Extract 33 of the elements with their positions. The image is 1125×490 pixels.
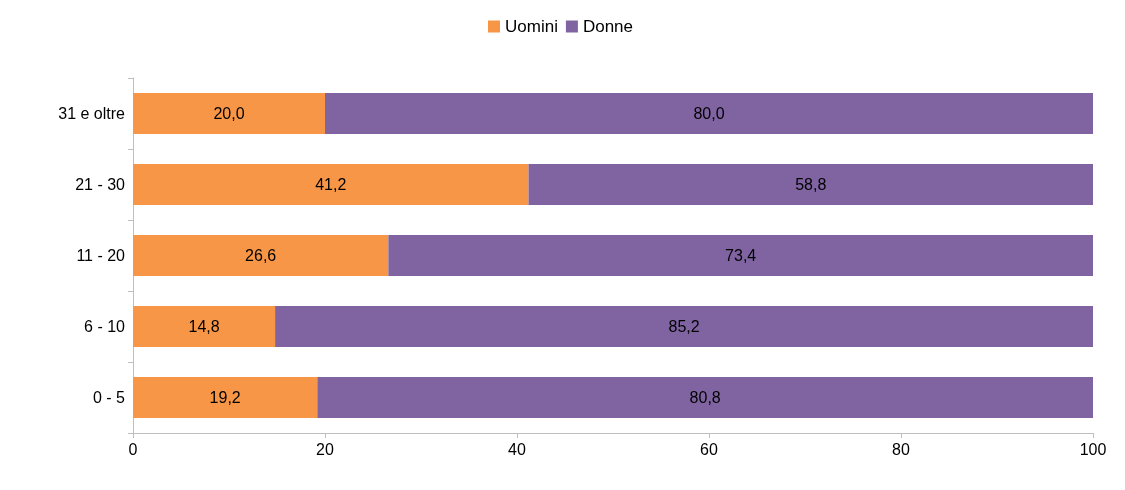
data-label: 26,6 — [245, 247, 277, 264]
data-label: 20,0 — [213, 105, 245, 122]
data-label: 85,2 — [668, 318, 700, 335]
data-label: 80,0 — [693, 105, 725, 122]
x-tick-label: 100 — [1079, 440, 1107, 458]
bar — [133, 163, 529, 206]
x-tick-label: 20 — [316, 440, 334, 458]
data-label: 19,2 — [209, 389, 241, 406]
y-tick-label: 0 - 5 — [92, 389, 126, 406]
x-tick-label: 80 — [892, 440, 910, 458]
data-label: 41,2 — [315, 176, 347, 193]
bar — [325, 92, 1093, 135]
bar — [528, 163, 1093, 206]
bar — [133, 234, 389, 277]
bar — [388, 234, 1093, 277]
legend-label: Uomini — [505, 17, 558, 36]
bar — [133, 305, 276, 348]
y-tick-label: 11 - 20 — [76, 247, 126, 264]
x-tick-label: 0 — [128, 440, 138, 458]
bar — [133, 92, 325, 135]
legend-label: Donne — [582, 17, 634, 36]
y-tick-label: 21 - 30 — [75, 176, 126, 193]
x-tick-label: 60 — [700, 440, 718, 458]
bar — [275, 305, 1093, 348]
y-tick-label: 6 - 10 — [84, 318, 126, 335]
bar — [133, 376, 318, 419]
data-label: 80,8 — [689, 389, 721, 406]
x-tick-label: 40 — [508, 440, 526, 458]
bar — [317, 376, 1093, 419]
data-label: 58,8 — [795, 176, 827, 193]
y-tick-label: 31 e oltre — [58, 105, 126, 122]
data-label: 14,8 — [188, 318, 220, 335]
data-label: 73,4 — [725, 247, 757, 264]
